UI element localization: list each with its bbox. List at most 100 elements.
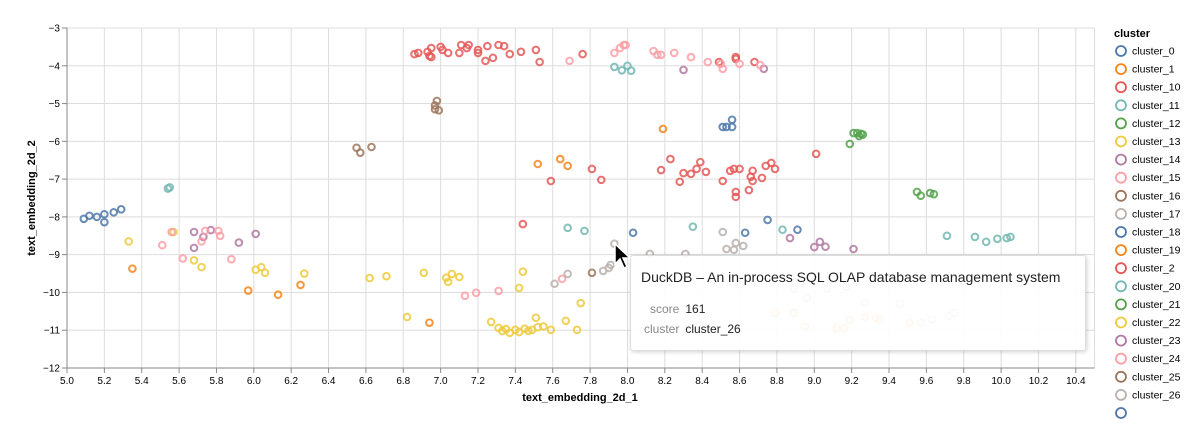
point-cluster_14[interactable]: [189, 243, 199, 253]
point-cluster_2[interactable]: [735, 164, 744, 174]
point-cluster_20[interactable]: [580, 226, 589, 236]
point-cluster_25[interactable]: [430, 101, 440, 110]
point-cluster_16[interactable]: [356, 148, 365, 157]
point-cluster_1[interactable]: [425, 318, 434, 327]
point-cluster_10[interactable]: [443, 48, 453, 58]
point-cluster_22[interactable]: [561, 316, 571, 326]
point-cluster_13[interactable]: [419, 268, 429, 278]
point-cluster_10[interactable]: [481, 56, 490, 66]
legend-item-cluster_23[interactable]: cluster_23: [1115, 334, 1181, 347]
point-cluster_25[interactable]: [432, 96, 442, 106]
point-cluster_15[interactable]: [735, 59, 744, 69]
point-cluster_15[interactable]: [653, 50, 662, 60]
point-cluster_24[interactable]: [494, 286, 503, 296]
point-cluster_15[interactable]: [178, 254, 188, 263]
point-cluster_2[interactable]: [666, 154, 675, 164]
point-cluster_15[interactable]: [686, 52, 696, 62]
point-cluster_1[interactable]: [296, 280, 305, 290]
point-cluster_13[interactable]: [441, 273, 451, 283]
point-cluster_19[interactable]: [555, 154, 565, 164]
point-cluster_22[interactable]: [572, 325, 582, 335]
legend-item-cluster_22[interactable]: cluster_22: [1115, 316, 1181, 329]
point-cluster_15[interactable]: [215, 231, 225, 241]
point-cluster_10[interactable]: [499, 41, 509, 51]
point-cluster_26[interactable]: [563, 269, 572, 279]
point-cluster_2[interactable]: [718, 176, 728, 186]
legend-item-cluster_18[interactable]: cluster_18: [1115, 226, 1181, 239]
point-cluster_10[interactable]: [426, 52, 436, 62]
legend-item-cluster_24[interactable]: cluster_24: [1115, 352, 1181, 365]
point-cluster_23[interactable]: [849, 244, 858, 254]
point-cluster_0[interactable]: [116, 205, 126, 214]
point-cluster_20[interactable]: [563, 223, 572, 233]
point-cluster_26[interactable]: [606, 260, 615, 270]
point-cluster_10[interactable]: [714, 57, 724, 67]
point-cluster_11[interactable]: [617, 66, 627, 75]
point-cluster_19[interactable]: [533, 159, 543, 169]
point-cluster_18[interactable]: [718, 122, 728, 132]
point-cluster_13[interactable]: [382, 271, 391, 281]
point-cluster_10[interactable]: [505, 49, 515, 59]
point-cluster_13[interactable]: [518, 267, 528, 276]
point-cluster_21[interactable]: [916, 191, 926, 201]
point-cluster_25[interactable]: [587, 268, 597, 278]
point-cluster_22[interactable]: [524, 326, 533, 336]
point-cluster_2[interactable]: [701, 167, 711, 177]
legend-item-cluster_10[interactable]: cluster_10: [1115, 81, 1181, 94]
point-cluster_15[interactable]: [227, 254, 236, 264]
point-cluster_18[interactable]: [793, 225, 802, 235]
point-cluster_2[interactable]: [767, 158, 776, 168]
point-cluster_0[interactable]: [100, 209, 109, 219]
legend-item-cluster_16[interactable]: cluster_16: [1115, 189, 1181, 202]
point-cluster_18[interactable]: [740, 228, 750, 238]
legend-item-cluster_0[interactable]: cluster_0: [1115, 45, 1175, 58]
point-cluster_11[interactable]: [610, 62, 619, 72]
point-cluster_22[interactable]: [531, 313, 541, 323]
point-cluster_2[interactable]: [587, 164, 597, 174]
point-cluster_15[interactable]: [656, 50, 666, 60]
point-cluster_15[interactable]: [565, 56, 574, 66]
point-cluster_26[interactable]: [731, 238, 741, 248]
point-cluster_20[interactable]: [942, 231, 952, 241]
point-cluster_15[interactable]: [167, 227, 176, 237]
point-cluster_10[interactable]: [516, 47, 526, 57]
point-cluster_10[interactable]: [531, 45, 541, 55]
point-cluster_1[interactable]: [128, 264, 137, 273]
point-cluster_2[interactable]: [748, 176, 757, 186]
point-cluster_26[interactable]: [550, 279, 559, 289]
point-cluster_10[interactable]: [464, 40, 473, 50]
point-cluster_20[interactable]: [688, 222, 698, 232]
legend-item-cluster_14[interactable]: cluster_14: [1115, 153, 1181, 166]
point-cluster_2[interactable]: [546, 176, 556, 186]
point-cluster_1[interactable]: [273, 290, 283, 300]
point-cluster_10[interactable]: [535, 57, 544, 67]
legend-item-cluster_15[interactable]: cluster_15: [1115, 171, 1181, 184]
point-cluster_13[interactable]: [365, 273, 374, 283]
point-cluster_21[interactable]: [925, 188, 935, 198]
point-cluster_13[interactable]: [514, 283, 524, 293]
point-cluster_13[interactable]: [124, 237, 133, 246]
point-cluster_24[interactable]: [471, 288, 481, 298]
point-cluster_2[interactable]: [656, 165, 666, 175]
point-cluster_20[interactable]: [1002, 233, 1011, 243]
point-cluster_11[interactable]: [165, 183, 175, 192]
point-cluster_10[interactable]: [413, 48, 423, 58]
point-cluster_24[interactable]: [460, 291, 470, 301]
point-cluster_2[interactable]: [811, 149, 821, 159]
point-cluster_19[interactable]: [563, 161, 572, 171]
legend-item-cluster_1[interactable]: cluster_1: [1115, 63, 1175, 76]
point-cluster_0[interactable]: [85, 211, 94, 221]
point-cluster_14[interactable]: [234, 238, 244, 247]
point-cluster_13[interactable]: [455, 272, 464, 282]
point-cluster_26[interactable]: [722, 244, 731, 254]
point-cluster_2[interactable]: [731, 192, 741, 202]
point-cluster_25[interactable]: [430, 104, 440, 114]
point-cluster_2[interactable]: [696, 157, 705, 167]
point-cluster_23[interactable]: [815, 237, 825, 247]
point-cluster_15[interactable]: [200, 226, 210, 236]
point-cluster_2[interactable]: [597, 175, 606, 185]
point-cluster_20[interactable]: [970, 232, 980, 242]
point-cluster_20[interactable]: [1006, 232, 1015, 242]
point-cluster_1[interactable]: [243, 286, 253, 295]
point-cluster_15[interactable]: [718, 64, 728, 74]
